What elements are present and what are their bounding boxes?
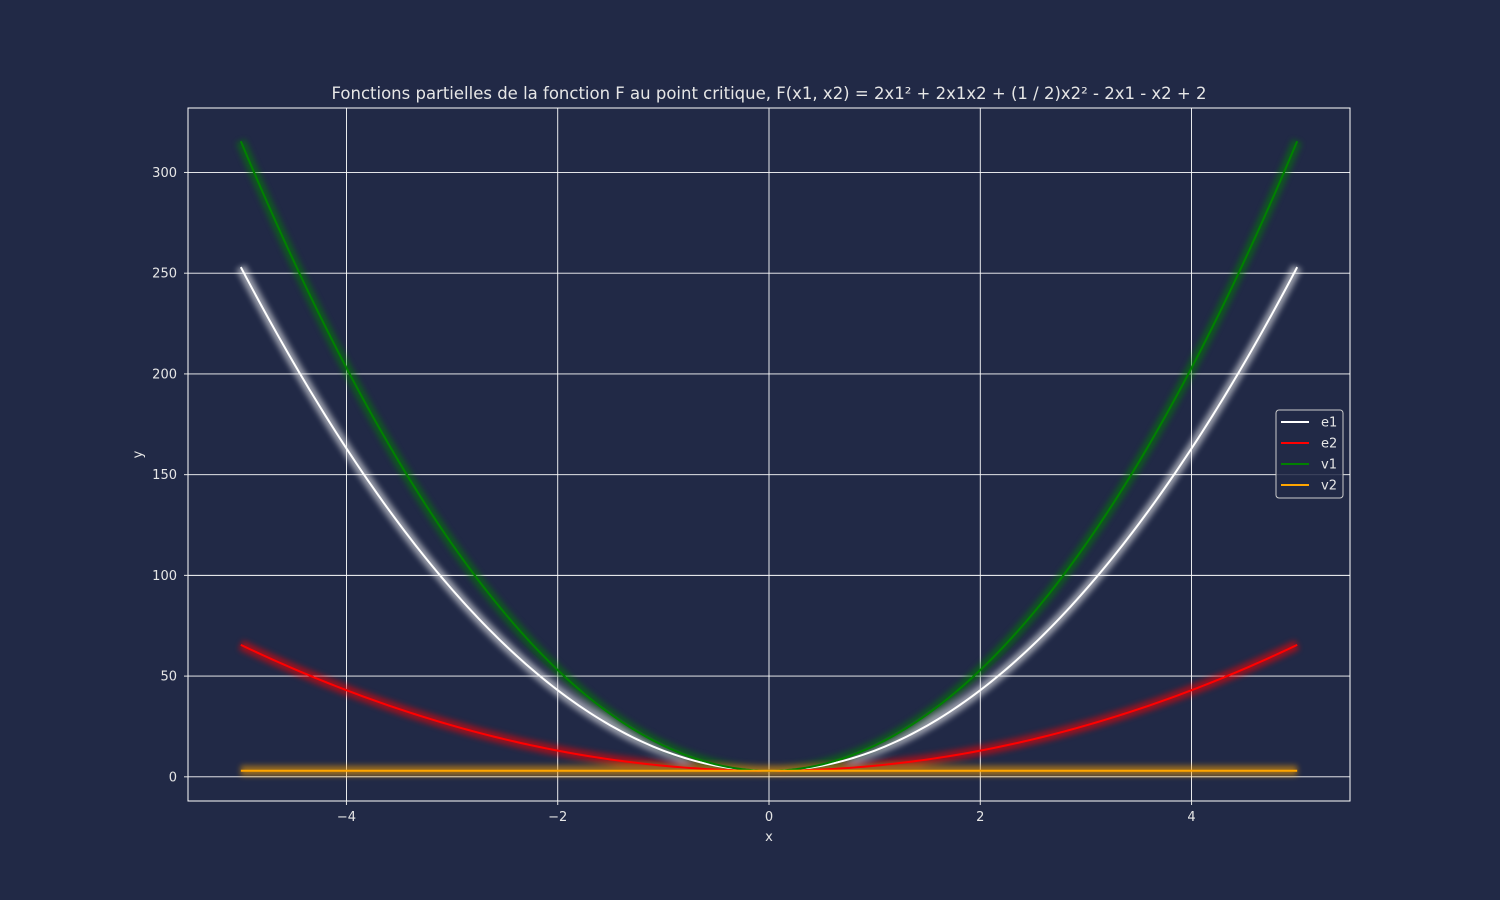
x-axis-label: x [765,830,773,845]
y-tick-label: 100 [152,569,177,584]
ticks: −4 −2 0 2 4 0 50 100 150 200 250 300 [152,166,1196,825]
y-tick-label: 0 [169,770,177,785]
chart-title: Fonctions partielles de la fonction F au… [332,84,1207,103]
legend-label-e1: e1 [1321,416,1337,431]
legend: e1 e2 v1 v2 [1275,409,1344,499]
y-axis-label: y [131,450,146,458]
series [239,140,1299,772]
legend-label-e2: e2 [1321,437,1337,452]
x-tick-label: 4 [1187,810,1195,825]
legend-box [1275,409,1344,499]
y-tick-label: 250 [152,267,177,282]
y-tick-label: 200 [152,367,177,382]
legend-label-v1: v1 [1321,458,1337,473]
legend-label-v2: v2 [1321,479,1337,494]
y-tick-label: 300 [152,166,177,181]
x-tick-label: −2 [548,810,567,825]
y-tick-label: 150 [152,468,177,483]
x-tick-label: −4 [337,810,356,825]
y-tick-label: 50 [160,670,177,685]
x-tick-label: 2 [976,810,984,825]
x-tick-label: 0 [765,810,773,825]
grid [188,108,1350,801]
